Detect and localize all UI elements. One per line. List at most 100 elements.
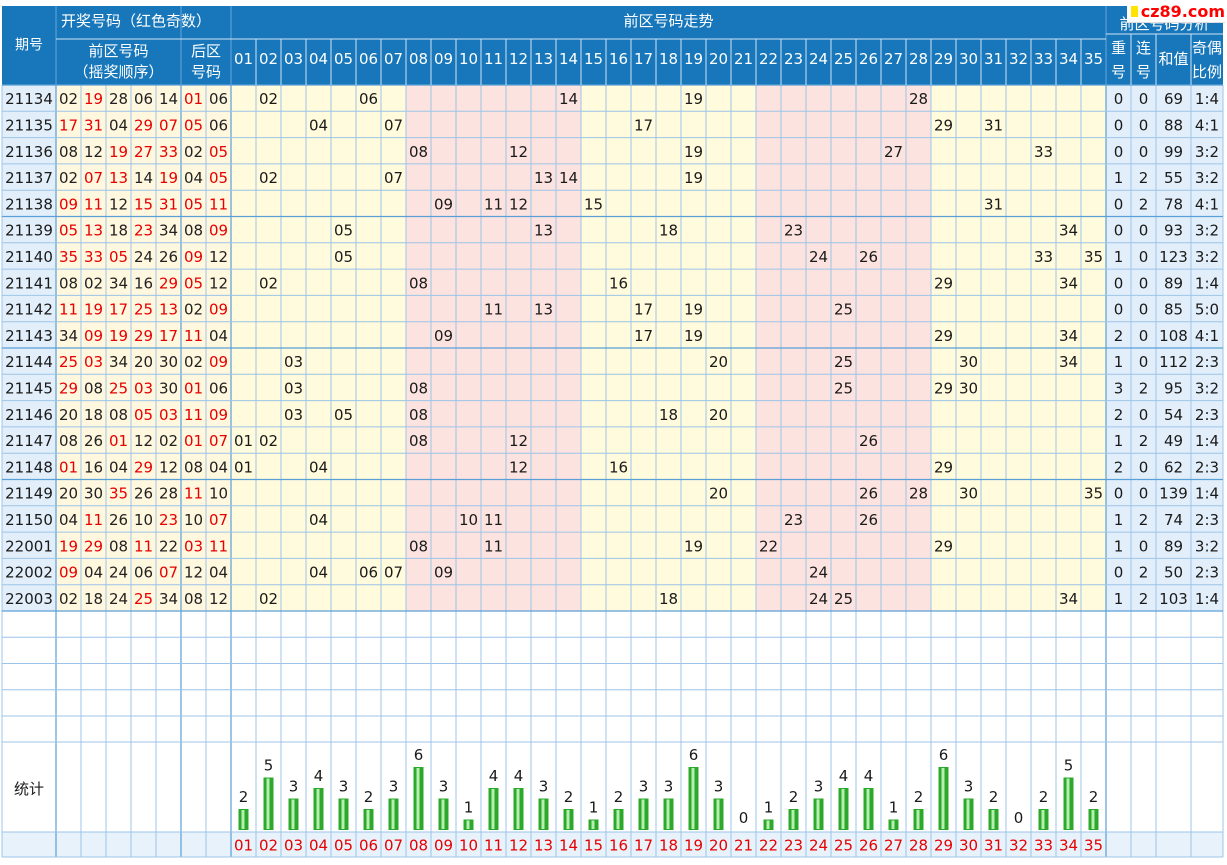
stat-bar-label: 2 xyxy=(564,788,574,806)
front-number: 12 xyxy=(84,143,103,161)
trend-col-header: 25 xyxy=(834,50,853,68)
front-number: 18 xyxy=(109,222,128,240)
trend-zone-bg xyxy=(756,348,931,375)
repeat-value: 1 xyxy=(1114,248,1124,266)
trend-zone-bg xyxy=(406,216,581,243)
sum-value: 50 xyxy=(1164,564,1183,582)
trend-zone-bg xyxy=(231,400,406,427)
analysis-cell-bg xyxy=(1106,137,1223,164)
issue-number: 21147 xyxy=(5,432,53,450)
front-number: 04 xyxy=(109,458,128,476)
front-number: 07 xyxy=(159,564,178,582)
trend-number: 18 xyxy=(659,590,678,608)
trend-number: 08 xyxy=(409,379,428,397)
trend-zone-bg xyxy=(931,426,1106,454)
stat-bar-label: 2 xyxy=(914,788,924,806)
trend-number: 12 xyxy=(509,195,528,213)
front-number: 04 xyxy=(59,511,78,529)
front-number: 12 xyxy=(134,432,153,450)
issue-number: 21137 xyxy=(5,169,53,187)
trend-number: 30 xyxy=(959,379,978,397)
trend-zone-bg xyxy=(406,321,581,348)
trend-number: 20 xyxy=(709,406,728,424)
trend-number: 19 xyxy=(684,169,703,187)
ratio-value: 5:0 xyxy=(1195,301,1219,319)
front-number: 08 xyxy=(109,537,128,555)
stat-bar-highlight xyxy=(566,810,570,829)
front-number: 16 xyxy=(84,458,103,476)
back-number: 02 xyxy=(184,353,203,371)
trend-col-header: 12 xyxy=(509,50,528,68)
trend-number: 29 xyxy=(934,274,953,292)
draw-cell-bg xyxy=(56,348,231,375)
trend-zone-bg xyxy=(581,190,756,217)
front-number: 24 xyxy=(134,248,153,266)
front-number: 34 xyxy=(109,274,128,292)
site-logo[interactable]: cz89.com xyxy=(1127,1,1225,23)
trend-col-header: 33 xyxy=(1034,50,1053,68)
stat-bar-label: 3 xyxy=(389,778,399,796)
stat-bar-label: 2 xyxy=(239,788,249,806)
front-number: 28 xyxy=(109,90,128,108)
trend-col-header: 28 xyxy=(909,50,928,68)
front-number: 19 xyxy=(109,327,128,345)
issue-cell-bg xyxy=(2,321,56,348)
stat-bar-highlight xyxy=(966,799,970,829)
trend-number: 02 xyxy=(259,432,278,450)
front-number: 30 xyxy=(159,353,178,371)
front-number: 02 xyxy=(59,590,78,608)
footer-number: 22 xyxy=(759,837,778,855)
trend-zone-bg xyxy=(231,532,406,559)
footer-number: 25 xyxy=(834,837,853,855)
draw-cell-bg xyxy=(56,295,231,322)
front-number: 29 xyxy=(134,458,153,476)
front-number: 02 xyxy=(84,274,103,292)
front-number: 04 xyxy=(109,116,128,134)
trend-number: 30 xyxy=(959,485,978,503)
analysis-cell-bg xyxy=(1106,584,1223,611)
back-number: 11 xyxy=(184,406,203,424)
issue-cell-bg xyxy=(2,348,56,375)
repeat-value: 0 xyxy=(1114,222,1124,240)
issue-cell-bg xyxy=(2,374,56,401)
footer-number: 11 xyxy=(484,837,503,855)
trend-number: 29 xyxy=(934,327,953,345)
trend-zone-bg xyxy=(931,190,1106,217)
trend-col-header: 31 xyxy=(984,50,1003,68)
issue-number: 21135 xyxy=(5,116,53,134)
issue-number: 21136 xyxy=(5,143,53,161)
issue-number: 21146 xyxy=(5,406,53,424)
footer-number: 07 xyxy=(384,837,403,855)
trend-zone-bg xyxy=(231,374,406,401)
trend-zone-bg xyxy=(931,400,1106,427)
trend-number: 06 xyxy=(359,90,378,108)
repeat-value: 0 xyxy=(1114,564,1124,582)
analysis-cell-bg xyxy=(1106,85,1223,112)
draw-cell-bg xyxy=(56,321,231,348)
issue-number: 21150 xyxy=(5,511,53,529)
front-number: 25 xyxy=(109,379,128,397)
analysis-cell-bg xyxy=(1106,479,1223,506)
stat-bar-label: 2 xyxy=(614,788,624,806)
trend-number: 23 xyxy=(784,511,803,529)
back-number: 07 xyxy=(209,511,228,529)
trend-zone-bg xyxy=(406,374,581,401)
stat-bar-highlight xyxy=(616,810,620,829)
front-number: 11 xyxy=(59,301,78,319)
footer-number: 18 xyxy=(659,837,678,855)
draw-cell-bg xyxy=(56,137,231,164)
front-number: 25 xyxy=(134,301,153,319)
front-number: 03 xyxy=(159,406,178,424)
analysis-cell-bg xyxy=(1106,426,1223,454)
trend-col-header: 21 xyxy=(734,50,753,68)
front-number: 20 xyxy=(134,353,153,371)
issue-cell-bg xyxy=(2,532,56,559)
trend-zone-bg xyxy=(756,190,931,217)
front-number: 09 xyxy=(59,564,78,582)
front-number: 09 xyxy=(84,327,103,345)
back-number: 05 xyxy=(209,143,228,161)
issue-number: 22002 xyxy=(5,564,53,582)
trend-number: 29 xyxy=(934,458,953,476)
front-number: 18 xyxy=(84,590,103,608)
